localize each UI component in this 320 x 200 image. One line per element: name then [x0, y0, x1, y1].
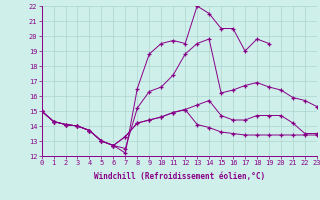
X-axis label: Windchill (Refroidissement éolien,°C): Windchill (Refroidissement éolien,°C): [94, 172, 265, 181]
